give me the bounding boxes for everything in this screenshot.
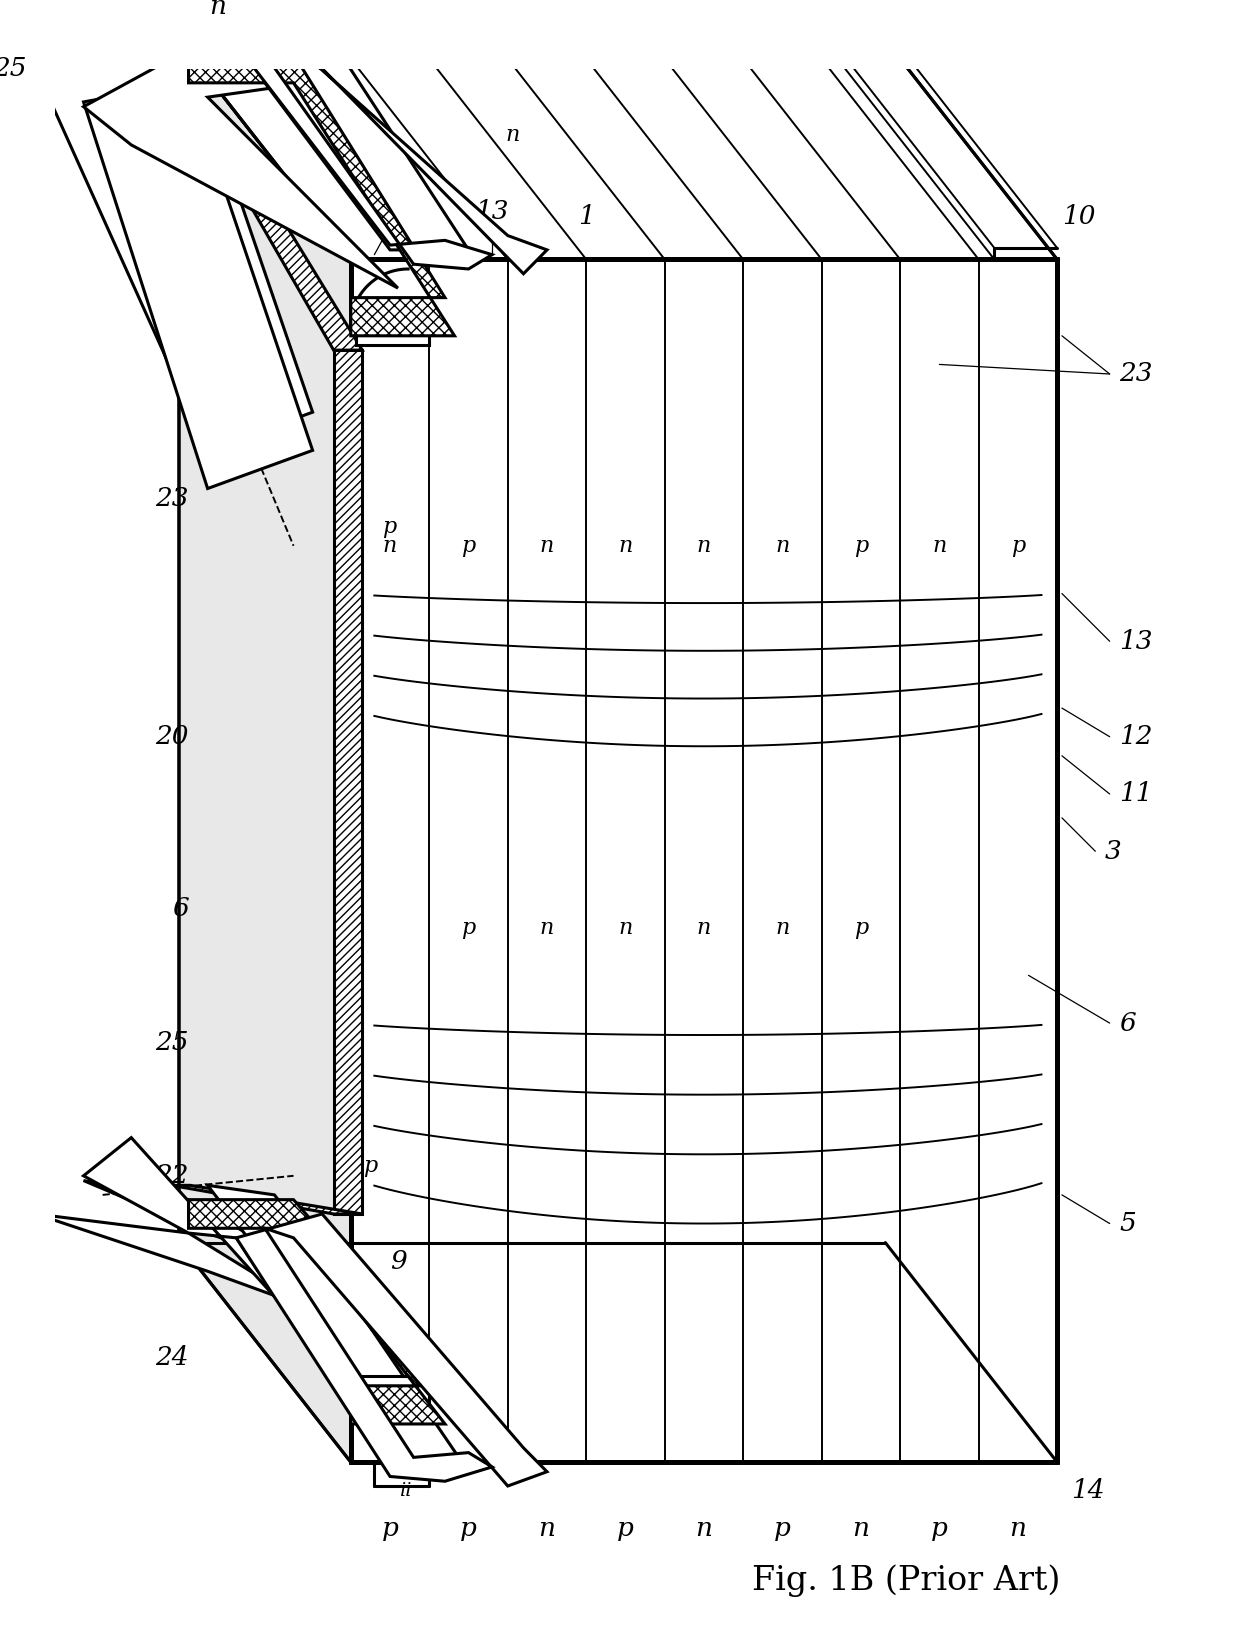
Polygon shape: [188, 54, 454, 336]
Text: ii: ii: [400, 1482, 412, 1500]
Text: n: n: [775, 534, 790, 557]
Text: 24: 24: [155, 1344, 188, 1370]
Text: p: p: [774, 1516, 791, 1541]
Text: 22: 22: [155, 1164, 188, 1188]
Polygon shape: [180, 39, 350, 1462]
Text: p: p: [931, 1516, 948, 1541]
Text: p: p: [1010, 534, 1025, 557]
Text: 23: 23: [1119, 362, 1153, 387]
Text: n: n: [540, 916, 555, 939]
Polygon shape: [236, 1214, 547, 1487]
Text: 5: 5: [1119, 1211, 1136, 1236]
Text: 9: 9: [390, 1249, 407, 1274]
Polygon shape: [171, 69, 363, 351]
Text: n: n: [539, 1516, 556, 1541]
Text: 25: 25: [155, 1029, 188, 1054]
Text: 13: 13: [475, 200, 509, 225]
Text: Fig. 1B (Prior Art): Fig. 1B (Prior Art): [751, 1564, 1060, 1596]
Text: 25: 25: [0, 56, 26, 80]
Text: 13: 13: [1119, 629, 1153, 654]
Text: p: p: [854, 916, 868, 939]
Text: n: n: [853, 1516, 869, 1541]
Text: 12: 12: [1119, 724, 1153, 749]
Text: 14: 14: [1071, 1478, 1106, 1503]
Polygon shape: [36, 1214, 313, 1310]
Text: 20: 20: [155, 724, 188, 749]
Polygon shape: [350, 259, 1057, 1462]
Text: n: n: [339, 439, 353, 461]
Polygon shape: [188, 1200, 454, 1424]
Text: n: n: [209, 0, 225, 20]
Polygon shape: [83, 1137, 468, 1472]
Text: p: p: [617, 1516, 634, 1541]
Text: p: p: [462, 534, 475, 557]
Text: 10: 10: [1062, 203, 1096, 229]
Text: p: p: [854, 534, 868, 557]
Text: p: p: [339, 1260, 353, 1282]
Text: 6: 6: [172, 897, 188, 921]
Text: n: n: [697, 916, 711, 939]
Text: p: p: [462, 916, 475, 939]
Text: n: n: [618, 534, 633, 557]
Text: p: p: [381, 1516, 399, 1541]
Text: 23: 23: [155, 485, 188, 511]
Polygon shape: [355, 306, 430, 346]
Text: p: p: [363, 1155, 378, 1177]
Polygon shape: [83, 1180, 313, 1272]
Text: 1: 1: [578, 203, 594, 229]
Text: n: n: [932, 534, 947, 557]
Text: p: p: [381, 516, 396, 538]
Text: n: n: [1009, 1516, 1026, 1541]
Polygon shape: [83, 26, 468, 288]
Polygon shape: [83, 84, 313, 488]
Text: n: n: [506, 125, 520, 146]
Text: n: n: [383, 534, 397, 557]
Polygon shape: [36, 49, 313, 451]
Polygon shape: [333, 351, 363, 1214]
Text: 6: 6: [1119, 1011, 1136, 1036]
Text: n: n: [196, 144, 210, 166]
Text: n: n: [618, 916, 633, 939]
Text: n: n: [540, 534, 555, 557]
Polygon shape: [180, 39, 1057, 259]
Polygon shape: [355, 1377, 430, 1414]
Text: n: n: [775, 916, 790, 939]
Text: 21: 21: [374, 203, 407, 229]
Text: 3: 3: [1104, 839, 1122, 864]
Text: n: n: [696, 1516, 713, 1541]
Text: n: n: [697, 534, 711, 557]
Polygon shape: [236, 44, 547, 274]
Text: p: p: [461, 1516, 477, 1541]
Polygon shape: [171, 1185, 363, 1214]
Text: 11: 11: [1119, 782, 1153, 806]
